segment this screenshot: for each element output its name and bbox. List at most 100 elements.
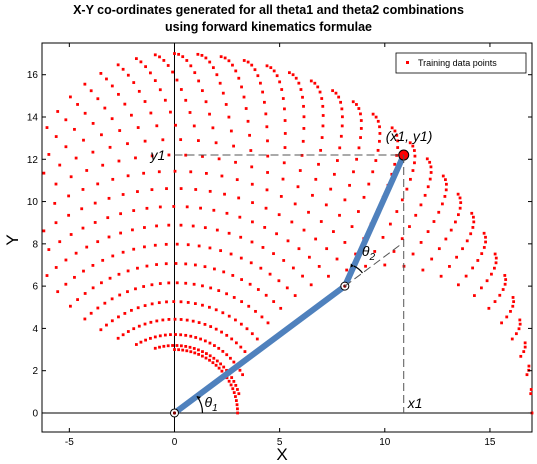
data-point <box>376 148 380 152</box>
data-point <box>471 226 475 229</box>
data-point <box>437 247 441 251</box>
annotations: θ1 θ2 (x1, y1) y1 x1 <box>149 128 432 414</box>
data-point <box>111 254 115 258</box>
data-point <box>245 327 249 331</box>
data-point <box>96 182 100 186</box>
data-point <box>191 224 195 228</box>
data-point <box>400 237 404 241</box>
data-point <box>334 91 338 95</box>
data-point <box>208 354 212 358</box>
data-point <box>523 341 527 345</box>
data-point <box>240 278 243 281</box>
data-point <box>250 240 254 244</box>
data-point <box>238 368 242 372</box>
data-point <box>126 290 129 294</box>
data-point <box>279 306 283 310</box>
data-point <box>286 239 290 243</box>
data-point <box>209 286 213 290</box>
data-point <box>175 78 179 82</box>
data-point <box>265 188 269 192</box>
data-point <box>126 269 130 273</box>
data-point <box>100 133 103 137</box>
data-point <box>314 177 318 181</box>
data-point <box>150 154 154 158</box>
data-point <box>217 366 221 370</box>
data-point <box>164 242 168 246</box>
data-point <box>56 290 60 294</box>
data-point <box>307 255 311 259</box>
data-point <box>192 282 196 286</box>
data-point <box>359 112 362 116</box>
data-point <box>136 190 139 193</box>
data-point <box>501 288 505 291</box>
data-point <box>231 63 234 67</box>
data-point <box>82 269 85 273</box>
data-point <box>126 330 130 333</box>
data-point <box>510 337 514 341</box>
data-point <box>225 376 229 380</box>
legend-marker <box>406 61 409 64</box>
data-point <box>58 163 62 167</box>
data-point <box>470 211 474 215</box>
data-point <box>96 306 100 310</box>
data-point <box>173 317 177 321</box>
data-point <box>327 274 330 278</box>
data-point <box>232 144 235 148</box>
data-point <box>318 90 322 94</box>
data-point <box>480 286 483 290</box>
data-point <box>250 63 254 67</box>
data-point <box>167 153 171 157</box>
data-point <box>503 282 507 286</box>
data-point <box>150 302 154 306</box>
data-point <box>158 205 162 209</box>
data-point <box>172 205 176 208</box>
data-point <box>139 340 143 344</box>
data-point <box>105 323 108 327</box>
data-point <box>220 369 224 373</box>
data-point <box>192 347 196 350</box>
data-point <box>199 337 202 341</box>
data-point <box>89 311 93 315</box>
data-point <box>222 365 226 369</box>
data-point <box>172 300 176 303</box>
data-point <box>396 139 400 143</box>
data-point <box>199 206 202 210</box>
data-point <box>247 304 251 308</box>
data-point <box>179 223 183 227</box>
data-point <box>263 226 267 229</box>
data-point <box>175 242 179 246</box>
data-point <box>193 263 197 267</box>
data-point <box>219 249 223 253</box>
data-point <box>456 192 460 196</box>
data-point <box>91 264 95 267</box>
data-point <box>405 187 409 191</box>
data-point <box>69 304 72 308</box>
data-point <box>250 332 254 336</box>
data-point <box>158 55 161 59</box>
data-point <box>265 125 269 129</box>
data-point <box>179 318 183 321</box>
data-point <box>179 138 183 142</box>
data-point <box>197 321 201 324</box>
data-point <box>509 309 512 313</box>
data-point <box>107 235 111 239</box>
data-point <box>134 343 138 346</box>
data-point <box>376 119 380 123</box>
data-point <box>108 276 112 280</box>
data-point <box>219 362 223 366</box>
data-point <box>268 272 272 276</box>
data-point <box>458 206 462 210</box>
data-point <box>175 344 179 347</box>
theta1-label: θ1 <box>204 394 217 414</box>
axis-ticks: -5 0 5 10 15 0 2 4 6 8 10 12 14 16 <box>27 43 532 448</box>
data-point <box>272 300 276 303</box>
data-point <box>359 136 362 139</box>
data-point <box>302 104 305 108</box>
data-point <box>319 220 323 223</box>
data-point <box>189 64 193 68</box>
y-tick-label: 8 <box>32 239 38 250</box>
data-point <box>260 315 264 319</box>
data-point <box>214 308 218 312</box>
data-point <box>348 183 351 187</box>
data-point <box>408 141 412 145</box>
